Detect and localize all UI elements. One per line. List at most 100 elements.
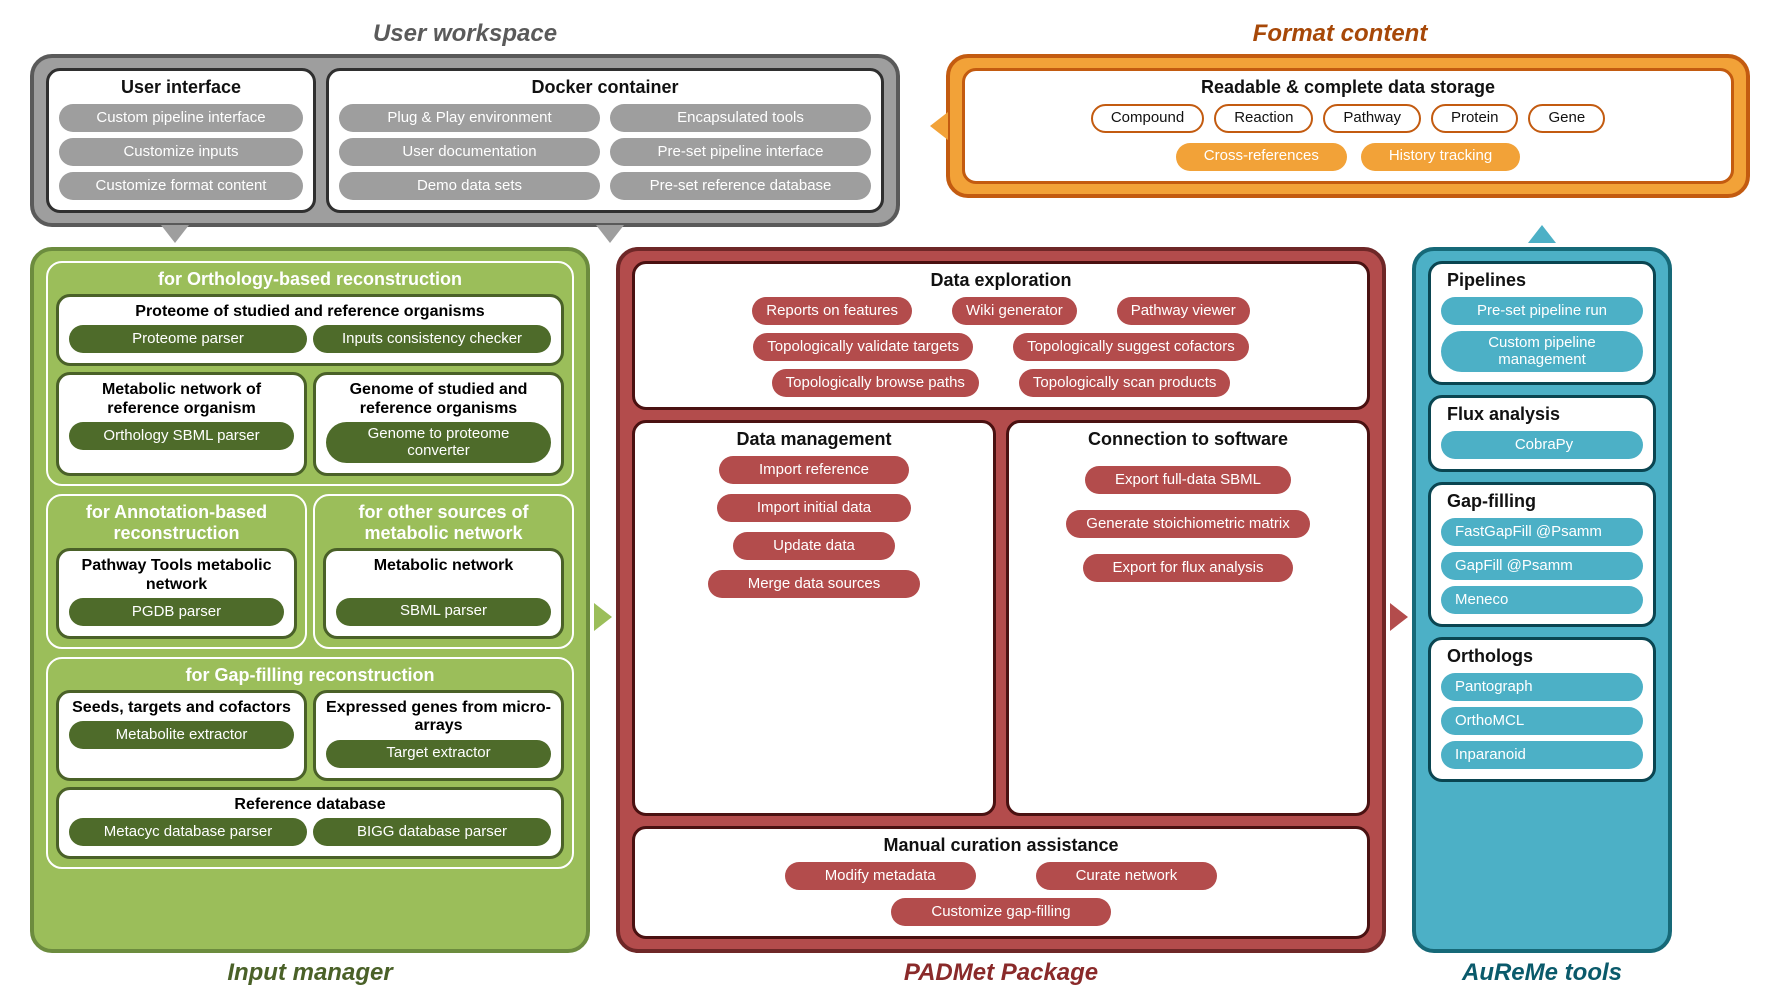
- gapfill-subpanel: for Gap-filling reconstruction Seeds, ta…: [46, 657, 574, 869]
- feat-pill: Export full-data SBML: [1085, 466, 1291, 494]
- callout-tail-icon: [1390, 603, 1408, 631]
- aureme-title: AuReMe tools: [1412, 959, 1672, 987]
- aureme-col: Pipelines Pre-set pipeline run Custom pi…: [1412, 247, 1672, 987]
- tool-pill: Pre-set pipeline run: [1441, 297, 1643, 325]
- feat-pill: Export for flux analysis: [1083, 554, 1294, 582]
- padmet-col: Data exploration Reports on features Wik…: [616, 247, 1386, 987]
- orthologs-items: Pantograph OrthoMCL Inparanoid: [1441, 673, 1643, 769]
- feat-pill: Generate stoichiometric matrix: [1066, 510, 1309, 538]
- tool-pill: FastGapFill @Psamm: [1441, 518, 1643, 546]
- refdb-desc: Reference database: [69, 796, 551, 814]
- feat-pill: Customize gap-filling: [891, 898, 1110, 926]
- input-manager-col: for Orthology-based reconstruction Prote…: [30, 247, 590, 987]
- tool-pill: Proteome parser: [69, 325, 307, 353]
- ui-items: Custom pipeline interface Customize inpu…: [59, 104, 303, 200]
- feat-pill: Merge data sources: [708, 570, 921, 598]
- ui-item: Customize format content: [59, 172, 303, 200]
- feat-pill: Import reference: [719, 456, 909, 484]
- feat-pill: Curate network: [1036, 862, 1218, 890]
- tool-pill: Inputs consistency checker: [313, 325, 551, 353]
- bottom-row: for Orthology-based reconstruction Prote…: [30, 247, 1750, 987]
- tool-pill: OrthoMCL: [1441, 707, 1643, 735]
- tool-pill: Target extractor: [326, 740, 551, 768]
- tool-pill: GapFill @Psamm: [1441, 552, 1643, 580]
- genes-card: Expressed genes from micro-arrays Target…: [313, 690, 564, 781]
- docker-item: Encapsulated tools: [610, 104, 871, 132]
- gapfill-heading: Gap-filling: [1447, 491, 1643, 512]
- mgmt-items: Import reference Import initial data Upd…: [645, 456, 983, 598]
- seeds-card: Seeds, targets and cofactors Metabolite …: [56, 690, 307, 781]
- user-workspace-col: User workspace User interface Custom pip…: [30, 20, 900, 243]
- ann-other-row: for Annotation-based reconstruction Path…: [46, 494, 574, 657]
- curation-heading: Manual curation assistance: [645, 835, 1357, 856]
- connection-card: Connection to software Export full-data …: [1006, 420, 1370, 816]
- gapfill-heading: for Gap-filling reconstruction: [56, 665, 564, 686]
- other-card: Metabolic network SBML parser: [323, 548, 564, 638]
- tool-pill: Pantograph: [1441, 673, 1643, 701]
- tool-pill: Metabolite extractor: [69, 721, 294, 749]
- other-heading: for other sources of metabolic network: [323, 502, 564, 544]
- teal-up-tail: [1528, 225, 1556, 243]
- input-manager-title: Input manager: [30, 959, 590, 987]
- format-wrap: Readable & complete data storage Compoun…: [930, 54, 1750, 198]
- feat-pill: Topologically browse paths: [772, 369, 979, 397]
- genome-card: Genome of studied and reference organism…: [313, 372, 564, 476]
- feat-pill: Wiki generator: [952, 297, 1077, 325]
- feat-pill: Topologically suggest cofactors: [1013, 333, 1249, 361]
- user-interface-card: User interface Custom pipeline interface…: [46, 68, 316, 213]
- ui-item: Custom pipeline interface: [59, 104, 303, 132]
- flux-items: CobraPy: [1441, 431, 1643, 459]
- user-interface-heading: User interface: [59, 77, 303, 98]
- other-desc: Metabolic network: [336, 557, 551, 575]
- feat-pill: Modify metadata: [785, 862, 976, 890]
- format-content-col: Format content Readable & complete data …: [930, 20, 1750, 198]
- management-card: Data management Import reference Import …: [632, 420, 996, 816]
- docker-col2: Encapsulated tools Pre-set pipeline inte…: [610, 104, 871, 200]
- annotation-heading: for Annotation-based reconstruction: [56, 502, 297, 544]
- docker-cols: Plug & Play environment User documentati…: [339, 104, 871, 200]
- feat-pill: Import initial data: [717, 494, 911, 522]
- tool-pill: BIGG database parser: [313, 818, 551, 846]
- feat-pill: Pathway viewer: [1117, 297, 1250, 325]
- callout-tail-icon: [594, 603, 612, 631]
- docker-heading: Docker container: [339, 77, 871, 98]
- green-red-connector: [594, 247, 612, 987]
- tool-pill: Custom pipeline management: [1441, 331, 1643, 372]
- proteome-tools: Proteome parser Inputs consistency check…: [69, 325, 551, 353]
- tool-pill: Meneco: [1441, 586, 1643, 614]
- docker-col1: Plug & Play environment User documentati…: [339, 104, 600, 200]
- connection-heading: Connection to software: [1019, 429, 1357, 450]
- entity-pill: Reaction: [1214, 104, 1313, 133]
- annotation-card: Pathway Tools metabolic network PGDB par…: [56, 548, 297, 639]
- user-workspace-panel: User interface Custom pipeline interface…: [30, 54, 900, 227]
- entities-row: Compound Reaction Pathway Protein Gene: [975, 104, 1721, 133]
- refdb-tools: Metacyc database parser BIGG database pa…: [69, 818, 551, 846]
- exploration-heading: Data exploration: [645, 270, 1357, 291]
- flux-card: Flux analysis CobraPy: [1428, 395, 1656, 472]
- docker-item: Plug & Play environment: [339, 104, 600, 132]
- tool-pill: PGDB parser: [69, 598, 284, 626]
- annotation-desc: Pathway Tools metabolic network: [69, 557, 284, 594]
- storage-heading: Readable & complete data storage: [975, 77, 1721, 98]
- docker-item: Pre-set reference database: [610, 172, 871, 200]
- tool-pill: SBML parser: [336, 598, 551, 626]
- genes-desc: Expressed genes from micro-arrays: [326, 699, 551, 736]
- entity-pill: Compound: [1091, 104, 1204, 133]
- docker-item: User documentation: [339, 138, 600, 166]
- network-card: Metabolic network of reference organism …: [56, 372, 307, 476]
- feat-pill: Reports on features: [752, 297, 912, 325]
- docker-item: Pre-set pipeline interface: [610, 138, 871, 166]
- callout-tail-icon: [1528, 225, 1556, 243]
- docker-card: Docker container Plug & Play environment…: [326, 68, 884, 213]
- tool-pill: CobraPy: [1441, 431, 1643, 459]
- orthology-heading: for Orthology-based reconstruction: [56, 269, 564, 290]
- flux-heading: Flux analysis: [1447, 404, 1643, 425]
- callout-tail-icon: [161, 225, 189, 243]
- conn-items: Export full-data SBML Generate stoichiom…: [1019, 456, 1357, 582]
- user-workspace-title: User workspace: [30, 20, 900, 48]
- exploration-card: Data exploration Reports on features Wik…: [632, 261, 1370, 410]
- seeds-desc: Seeds, targets and cofactors: [69, 699, 294, 717]
- exp-row3: Topologically browse paths Topologically…: [645, 369, 1357, 397]
- gapfill-items: FastGapFill @Psamm GapFill @Psamm Meneco: [1441, 518, 1643, 614]
- orthologs-card: Orthologs Pantograph OrthoMCL Inparanoid: [1428, 637, 1656, 782]
